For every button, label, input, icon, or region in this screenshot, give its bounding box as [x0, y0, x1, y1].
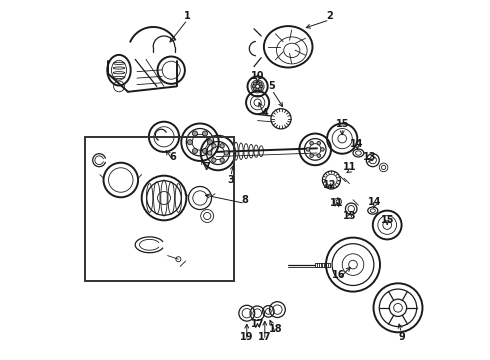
Text: 6: 6: [170, 152, 176, 162]
Text: 1: 1: [184, 11, 191, 21]
Text: 4: 4: [262, 108, 268, 118]
Circle shape: [258, 87, 262, 91]
Circle shape: [317, 154, 320, 157]
Circle shape: [310, 141, 314, 145]
Text: 17: 17: [258, 332, 271, 342]
Circle shape: [187, 140, 193, 145]
Circle shape: [259, 85, 263, 88]
Circle shape: [220, 144, 224, 148]
Text: 3: 3: [227, 175, 234, 185]
Text: 19: 19: [240, 332, 253, 342]
Circle shape: [253, 82, 257, 86]
Circle shape: [253, 87, 257, 91]
Text: 15: 15: [380, 215, 394, 225]
Circle shape: [202, 148, 208, 153]
Text: 11: 11: [343, 162, 356, 172]
Circle shape: [256, 88, 259, 92]
Circle shape: [224, 151, 228, 155]
Text: 18: 18: [269, 324, 282, 334]
Circle shape: [208, 140, 213, 145]
Text: 9: 9: [398, 332, 405, 342]
Circle shape: [306, 148, 310, 151]
Text: 2: 2: [326, 11, 333, 21]
Text: 11: 11: [330, 198, 343, 208]
Bar: [85, 137, 234, 281]
Circle shape: [256, 81, 259, 85]
Circle shape: [310, 154, 314, 157]
Text: 12: 12: [323, 180, 336, 190]
Text: 15: 15: [336, 119, 349, 129]
Circle shape: [193, 148, 197, 153]
Circle shape: [202, 131, 208, 136]
Circle shape: [212, 158, 216, 162]
Text: 10: 10: [251, 71, 264, 81]
Text: 16: 16: [332, 270, 345, 280]
Circle shape: [208, 151, 212, 155]
Text: 13: 13: [363, 152, 376, 162]
Circle shape: [193, 131, 197, 136]
Circle shape: [320, 148, 324, 151]
Circle shape: [258, 82, 262, 86]
Circle shape: [220, 158, 224, 162]
Circle shape: [317, 141, 320, 145]
Text: 8: 8: [242, 195, 248, 205]
Text: 5: 5: [269, 81, 275, 91]
Text: 13: 13: [343, 211, 356, 221]
Circle shape: [252, 85, 256, 88]
Text: 7: 7: [204, 162, 211, 172]
Text: 14: 14: [350, 139, 364, 149]
Text: 14: 14: [368, 197, 381, 207]
Text: 17: 17: [251, 319, 264, 329]
Circle shape: [212, 144, 216, 148]
